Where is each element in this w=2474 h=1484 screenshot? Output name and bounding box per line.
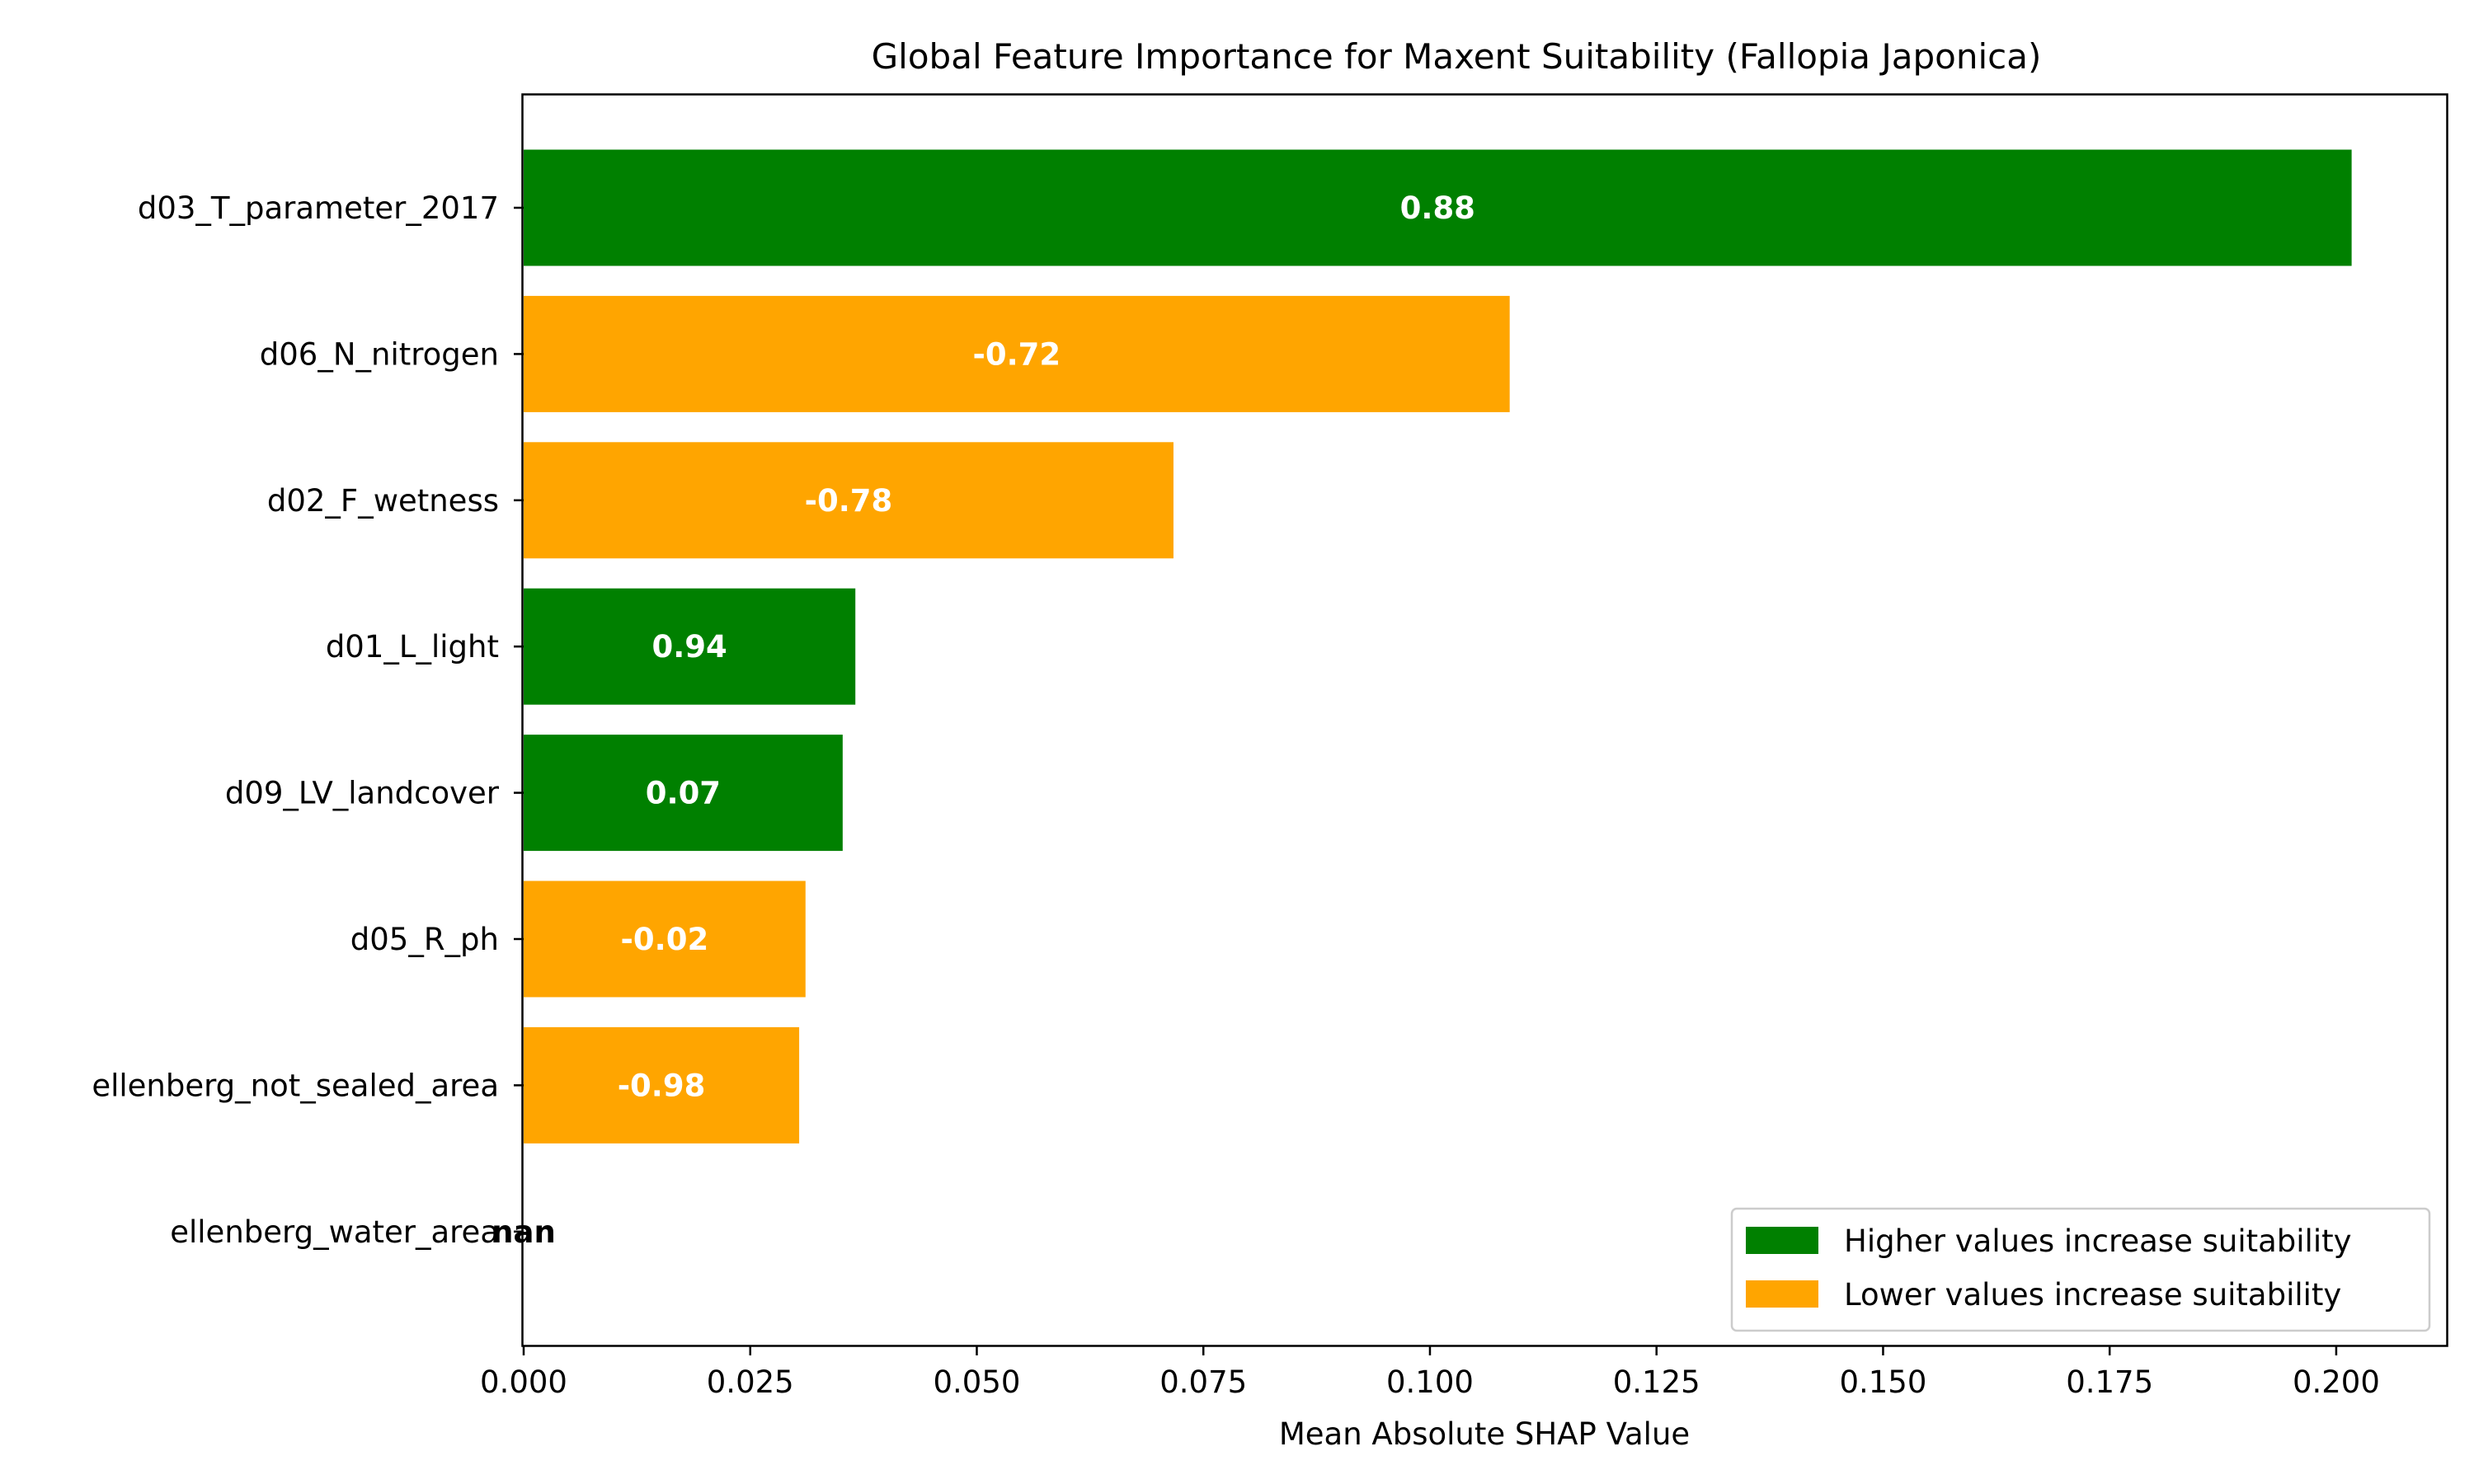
category-label: d03_T_parameter_2017 <box>138 190 499 226</box>
x-axis-label: Mean Absolute SHAP Value <box>1279 1416 1690 1452</box>
category-labels: d03_T_parameter_2017 d06_N_nitrogen d02_F_… <box>92 190 524 1250</box>
legend-swatch-higher <box>1746 1227 1818 1254</box>
bar-d06_N_nitrogen <box>524 295 1510 412</box>
legend: Higher values increase suitability Lower… <box>1730 1207 2431 1332</box>
value-label: 0.07 <box>646 776 721 811</box>
category-label: ellenberg_water_area <box>170 1214 499 1250</box>
bar-ellenberg_not_sealed_area <box>524 1026 800 1144</box>
plot-frame <box>521 93 2448 1347</box>
category-label: d02_F_wetness <box>267 483 499 519</box>
x-tick-label: 0.100 <box>1386 1364 1474 1400</box>
category-label: d01_L_light <box>326 629 499 665</box>
legend-label-lower: Lower values increase suitability <box>1844 1277 2341 1313</box>
x-tick-label: 0.025 <box>707 1364 794 1400</box>
bars-layer <box>524 149 2352 1144</box>
legend-label-higher: Higher values increase suitability <box>1844 1223 2352 1259</box>
bar-d01_L_light <box>524 588 856 705</box>
category-label: ellenberg_not_sealed_area <box>92 1068 499 1103</box>
x-axis-ticks: 0.000 0.025 0.050 0.075 0.100 0.125 0.150 0.175… <box>480 1345 2380 1400</box>
bar-d05_R_ph <box>524 881 806 998</box>
bar-d03_T_parameter_2017 <box>524 149 2352 266</box>
category-label: d05_R_ph <box>350 922 499 957</box>
value-label: 0.88 <box>1400 190 1475 226</box>
x-tick-label: 0.050 <box>934 1364 1021 1400</box>
x-tick-label: 0.175 <box>2066 1364 2153 1400</box>
value-label: -0.72 <box>973 336 1061 372</box>
legend-swatch-lower <box>1746 1280 1818 1308</box>
bar-d09_LV_landcover <box>524 735 843 852</box>
x-tick-label: 0.000 <box>480 1364 567 1400</box>
category-label: d06_N_nitrogen <box>260 336 499 372</box>
x-tick-label: 0.150 <box>1839 1364 1926 1400</box>
value-label: 0.94 <box>651 629 727 665</box>
x-tick-label: 0.075 <box>1159 1364 1247 1400</box>
x-tick-label: 0.200 <box>2293 1364 2380 1400</box>
legend-box <box>1730 1207 2431 1332</box>
value-label: nan <box>492 1214 556 1250</box>
chart-title: Global Feature Importance for Maxent Sui… <box>872 36 2042 77</box>
value-label: -0.78 <box>805 483 893 519</box>
value-label: -0.02 <box>621 922 709 957</box>
category-label: d09_LV_landcover <box>225 776 500 811</box>
value-label: -0.98 <box>618 1068 706 1103</box>
value-labels: 0.88 -0.72 -0.78 0.94 0.07 -0.02 -0.98 nan <box>492 190 1475 1250</box>
x-tick-label: 0.125 <box>1613 1364 1700 1400</box>
bar-d02_F_wetness <box>524 442 1174 559</box>
